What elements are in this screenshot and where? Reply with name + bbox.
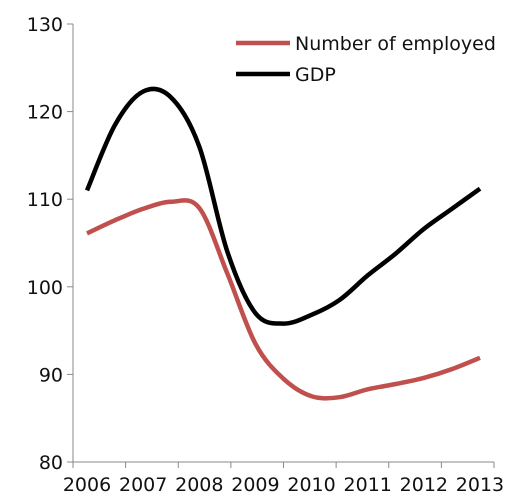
series-lines — [84, 86, 482, 401]
axes: 80 90 100 110 120 130 2006 2007 2008 2009 2010 2011… — [27, 14, 504, 492]
y-tick-label: 120 — [27, 102, 63, 124]
legend-label-0: Number of employed — [295, 33, 496, 55]
x-tick-label: 2011 — [344, 474, 392, 492]
y-tick-label: 110 — [27, 189, 63, 211]
series-line-0 — [86, 198, 481, 401]
y-tick-label: 80 — [39, 452, 63, 474]
x-tick-label: 2012 — [400, 474, 448, 492]
x-tick-label: 2009 — [231, 474, 279, 492]
x-tick-label: 2013 — [456, 474, 504, 492]
series-line-1 — [84, 86, 482, 326]
y-tick-label: 100 — [27, 277, 63, 299]
x-tick-label: 2006 — [63, 474, 111, 492]
legend: Number of employed GDP — [236, 33, 496, 86]
x-tick-label: 2010 — [287, 474, 335, 492]
legend-label-1: GDP — [295, 64, 336, 86]
x-tick-label: 2007 — [119, 474, 167, 492]
y-tick-label: 130 — [27, 14, 63, 36]
x-tick-label: 2008 — [175, 474, 223, 492]
y-tick-label: 90 — [39, 364, 63, 386]
